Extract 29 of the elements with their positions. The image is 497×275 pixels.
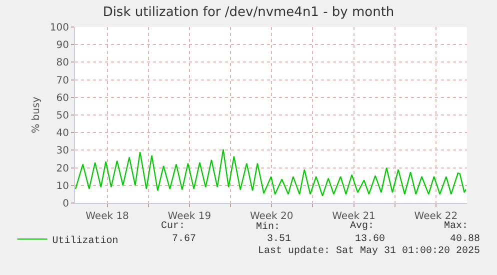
x-tick-label: Week 18 bbox=[86, 211, 129, 222]
text: 3.51 bbox=[267, 234, 292, 245]
y-tick-label: 60 bbox=[56, 92, 69, 104]
x-tick-label: Week 20 bbox=[250, 211, 294, 222]
text: Max: bbox=[444, 221, 468, 232]
legend-label: Utilization bbox=[52, 234, 118, 247]
y-tick-label: 30 bbox=[56, 146, 69, 157]
y-tick-label: 20 bbox=[56, 163, 69, 174]
text: Cur: bbox=[161, 221, 186, 232]
y-tick-label: 0 bbox=[62, 198, 69, 210]
text: 40.88 bbox=[450, 234, 480, 245]
x-tick-label: Week 22 bbox=[414, 211, 458, 222]
text: Avg: bbox=[350, 221, 374, 232]
text: Last update: Sat May 31 01:00:20 2025 bbox=[258, 245, 480, 257]
y-axis-title: % busy bbox=[30, 96, 42, 134]
line-series bbox=[75, 148, 466, 197]
y-tick-label: 70 bbox=[56, 75, 69, 86]
y-tick-label: 100 bbox=[50, 22, 69, 34]
x-tick-label: Week 19 bbox=[168, 211, 212, 222]
text: 13.60 bbox=[355, 234, 386, 245]
x-tick-label: Week 21 bbox=[332, 211, 376, 222]
y-tick-label: 40 bbox=[56, 128, 69, 140]
text: Min: bbox=[256, 221, 280, 233]
text: 7.67 bbox=[172, 234, 196, 245]
y-tick-label: 50 bbox=[56, 110, 69, 122]
y-tick-label: 90 bbox=[56, 40, 69, 52]
y-tick-label: 10 bbox=[56, 180, 69, 192]
y-tick-label: 80 bbox=[56, 58, 69, 69]
chart-title: Disk utilization for /dev/nvme4n1 - by month bbox=[102, 4, 394, 20]
